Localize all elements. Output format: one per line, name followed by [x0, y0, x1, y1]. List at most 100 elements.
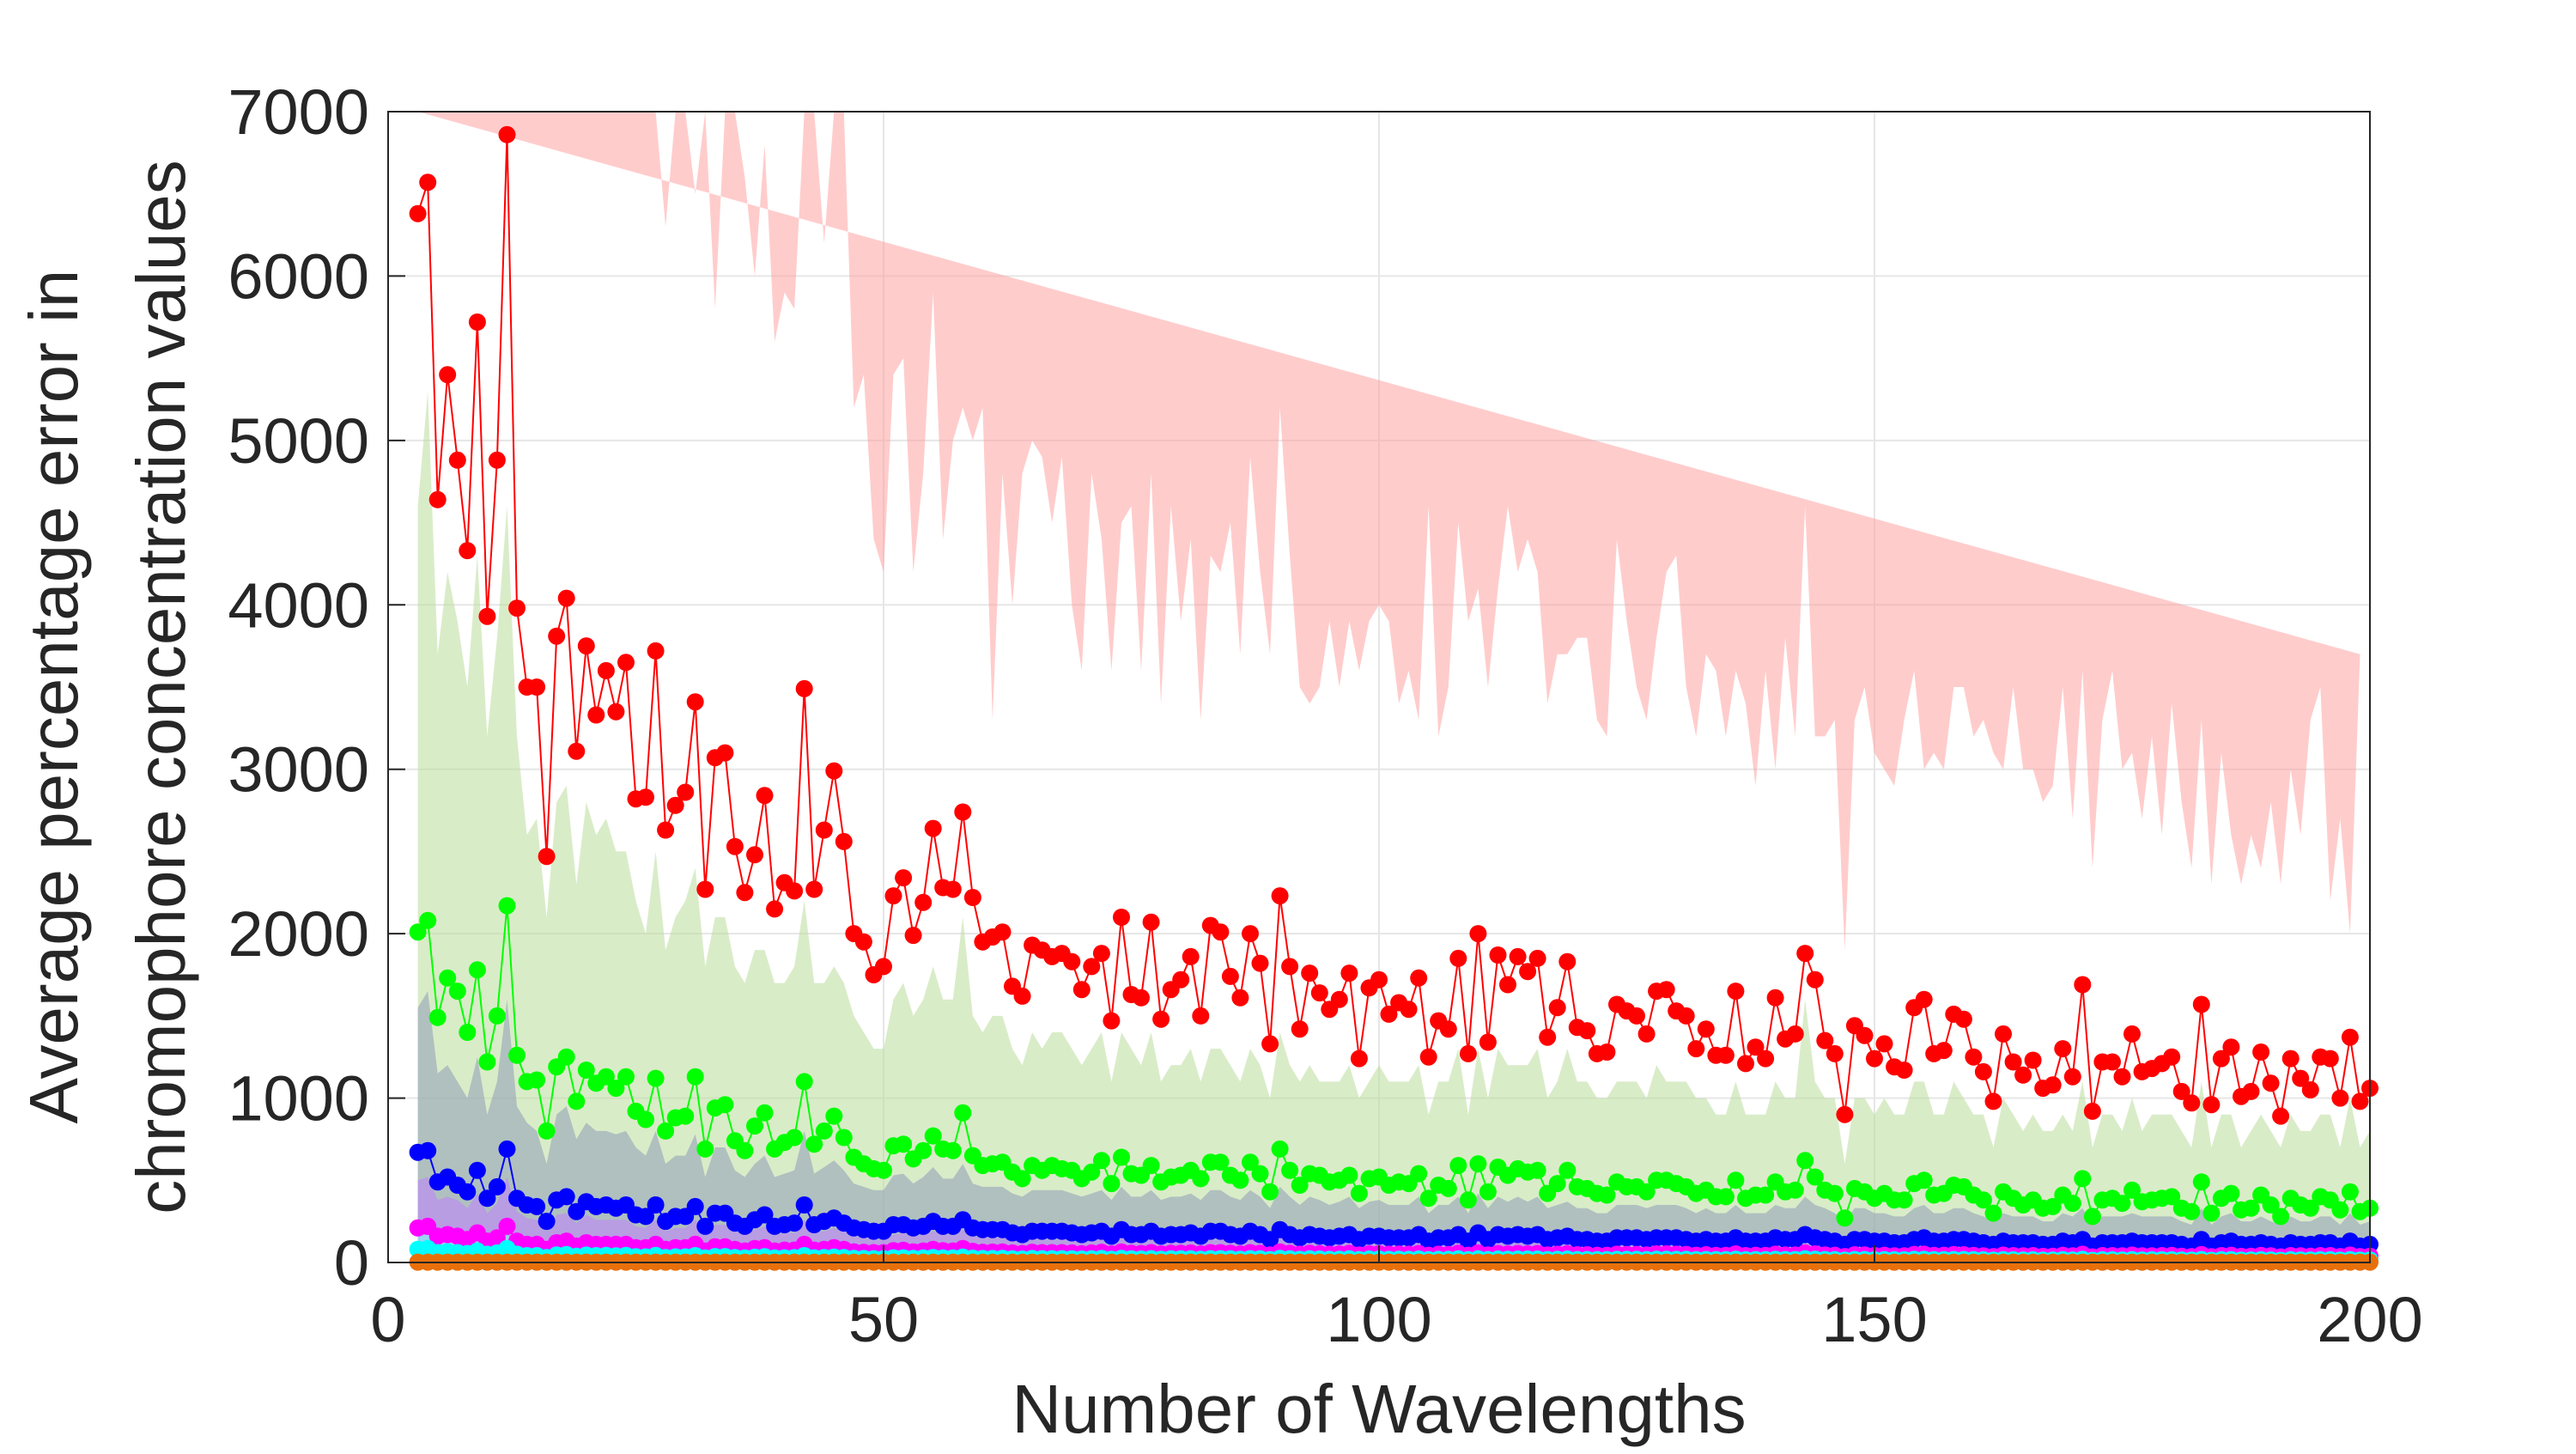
- series-1-point: [1410, 969, 1428, 987]
- series-1-point: [716, 744, 734, 762]
- series-2-point: [538, 1122, 556, 1140]
- series-1-point: [1965, 1048, 1983, 1066]
- series-1-point: [963, 889, 981, 906]
- series-3-point: [756, 1206, 774, 1224]
- series-2-point: [746, 1117, 763, 1135]
- series-2-point: [875, 1161, 892, 1179]
- series-2-point: [2262, 1196, 2280, 1214]
- series-1-point: [1291, 1020, 1309, 1038]
- series-4-band: [417, 1177, 2370, 1262]
- series-1-point: [1766, 989, 1784, 1007]
- series-1-point: [1875, 1035, 1893, 1053]
- series-1-point: [1806, 970, 1824, 989]
- series-2-point: [1013, 1170, 1031, 1188]
- series-1-point: [2351, 1092, 2369, 1110]
- series-1-point: [1330, 990, 1348, 1008]
- series-2-point: [1558, 1161, 1577, 1179]
- series-2-point: [657, 1122, 675, 1140]
- y-axis-title: Average percentage error in chromophore …: [15, 160, 199, 1214]
- series-1-point: [993, 923, 1012, 941]
- series-2-point: [835, 1129, 853, 1147]
- series-1-point: [1836, 1105, 1854, 1123]
- series-2-point: [617, 1068, 635, 1086]
- series-1-point: [1716, 1046, 1735, 1064]
- series-1-point: [2054, 1040, 2072, 1058]
- series-2-point: [1984, 1204, 2002, 1222]
- series-2-point: [696, 1140, 714, 1158]
- series-2-point: [954, 1104, 972, 1122]
- series-2-point: [1836, 1209, 1854, 1227]
- series-1-point: [2192, 995, 2210, 1013]
- series-2-point: [1439, 1179, 1457, 1197]
- series-1-point: [726, 837, 744, 855]
- series-2-point: [1528, 1161, 1546, 1179]
- series-2-point: [786, 1129, 804, 1147]
- series-1: [409, 125, 2379, 1125]
- series-2-point: [1251, 1165, 1269, 1183]
- series-1-point: [2014, 1066, 2032, 1084]
- series-1-point: [1261, 1035, 1279, 1053]
- series-1-point: [1479, 1033, 1497, 1051]
- series-1-point: [1915, 990, 1933, 1008]
- series-2-point: [795, 1073, 813, 1091]
- series-2-point: [1479, 1183, 1497, 1201]
- series-1-point: [428, 490, 447, 508]
- y-axis-title-line-2: chromophore concentration values: [123, 160, 199, 1214]
- series-1-point: [1350, 1049, 1368, 1068]
- y-tick-label: 3000: [228, 734, 369, 806]
- series-1-point: [419, 173, 437, 192]
- tick-labels: 0 50 100 150 2000100020003000400050006000700…: [228, 76, 2422, 1355]
- series-2-point: [756, 1104, 774, 1122]
- series-1-point: [1113, 909, 1130, 926]
- series-1-point: [1974, 1062, 1992, 1080]
- series-1-point: [2123, 1025, 2141, 1043]
- series-1-point: [2212, 1049, 2230, 1068]
- series-1-point: [895, 869, 913, 887]
- series-1-point: [1687, 1040, 1705, 1058]
- series-2-point: [1974, 1191, 1992, 1209]
- series-2-point: [1261, 1183, 1279, 1201]
- series-2-point: [1469, 1155, 1487, 1173]
- series-2-point: [647, 1069, 665, 1087]
- series-2-point: [2063, 1195, 2081, 1213]
- series-3-point: [647, 1196, 665, 1214]
- series-1-point: [1598, 1043, 1616, 1061]
- series-1-point: [1895, 1062, 1913, 1079]
- series-2-point: [1757, 1186, 1775, 1204]
- data-series: [409, 125, 2379, 1271]
- series-1-point: [2004, 1053, 2022, 1071]
- series-2-point: [2163, 1188, 2181, 1206]
- y-tick-label: 5000: [228, 405, 369, 477]
- series-1-point: [2183, 1094, 2201, 1112]
- series-2-point: [1350, 1184, 1368, 1202]
- series-1-point: [1935, 1042, 1953, 1060]
- series-1-point: [1628, 1007, 1645, 1025]
- series-3-point: [528, 1197, 546, 1215]
- series-1-point: [1072, 981, 1091, 999]
- series-1-point: [884, 887, 902, 905]
- series-1-point: [1747, 1038, 1765, 1056]
- series-1-point: [736, 884, 754, 902]
- series-2-point: [825, 1107, 843, 1125]
- series-1-point: [944, 880, 962, 898]
- series-2-point: [895, 1135, 913, 1153]
- series-1-point: [795, 679, 813, 697]
- series-2-point: [1786, 1181, 1804, 1199]
- series-1-point: [557, 589, 575, 607]
- series-3-point: [538, 1213, 556, 1231]
- series-2: [409, 897, 2379, 1227]
- series-1-point: [1727, 983, 1745, 1001]
- series-2-point: [2123, 1181, 2141, 1199]
- series-2-point: [686, 1068, 704, 1086]
- series-3-point: [637, 1208, 654, 1226]
- series-1-point: [1866, 1049, 1883, 1068]
- series-1-point: [1757, 1049, 1775, 1068]
- series-2-point: [1192, 1170, 1210, 1188]
- y-tick-label: 0: [334, 1227, 369, 1299]
- series-1-point: [1103, 1012, 1121, 1030]
- series-1-point: [607, 703, 625, 721]
- series-2-point: [815, 1122, 833, 1140]
- series-3: [409, 1140, 2379, 1255]
